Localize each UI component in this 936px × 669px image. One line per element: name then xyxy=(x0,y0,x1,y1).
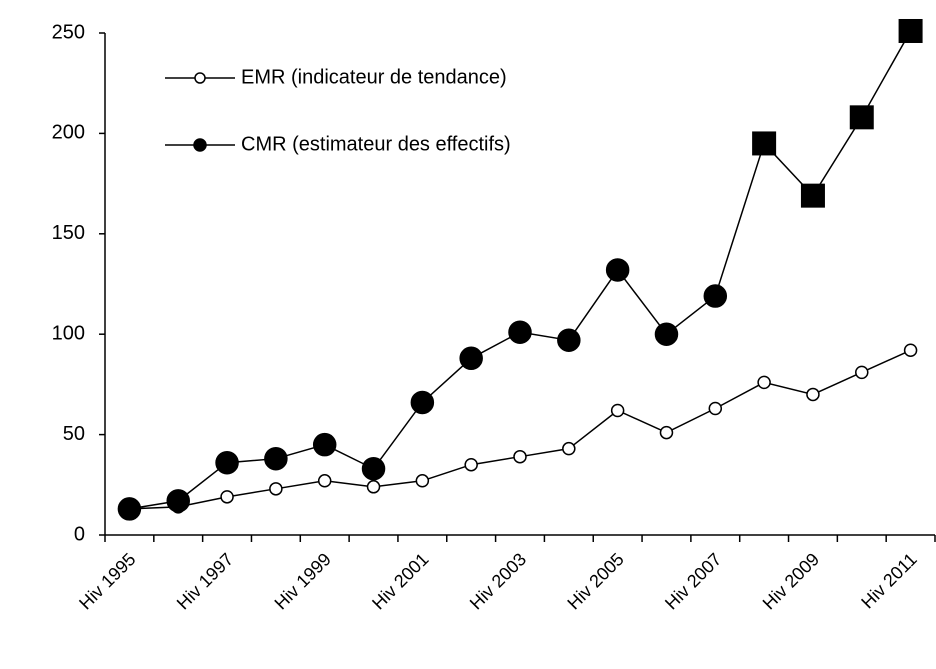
x-tick-label: Hiv 2011 xyxy=(857,549,920,612)
legend-marker xyxy=(194,72,206,84)
data-point xyxy=(557,328,581,352)
y-tick-label: 150 xyxy=(52,222,85,244)
data-point xyxy=(752,131,777,156)
data-point xyxy=(903,343,918,358)
x-tick-label: Hiv 2001 xyxy=(368,549,432,613)
data-point xyxy=(605,258,630,282)
data-point xyxy=(659,425,674,440)
data-point xyxy=(361,456,386,481)
x-tick-label: Hiv 2009 xyxy=(759,549,823,613)
series-line xyxy=(129,349,911,510)
data-point xyxy=(849,105,874,130)
data-point xyxy=(610,403,625,418)
data-point xyxy=(855,365,869,380)
data-point xyxy=(317,474,332,488)
data-point xyxy=(166,489,190,513)
data-point xyxy=(508,320,532,344)
data-point xyxy=(264,446,288,471)
data-point xyxy=(215,450,239,475)
x-tick-label: Hiv 1995 xyxy=(75,549,139,613)
x-tick-label: Hiv 1999 xyxy=(271,549,335,613)
y-tick-label: 200 xyxy=(52,122,85,144)
x-tick-label: Hiv 2005 xyxy=(563,549,627,613)
data-point xyxy=(410,390,435,415)
x-tick-label: Hiv 1997 xyxy=(173,549,237,613)
data-point xyxy=(898,18,923,43)
data-point xyxy=(366,480,381,494)
legend-label: CMR (estimateur des effectifs) xyxy=(241,133,511,155)
data-point xyxy=(800,183,825,208)
data-point xyxy=(117,497,142,521)
legend-marker xyxy=(193,138,207,152)
data-point xyxy=(757,375,771,390)
data-point xyxy=(220,490,234,504)
y-tick-label: 250 xyxy=(52,21,85,43)
y-tick-label: 100 xyxy=(52,322,85,344)
data-point xyxy=(708,401,723,416)
data-point xyxy=(459,346,483,371)
data-point xyxy=(562,441,576,456)
data-point xyxy=(415,474,430,488)
x-tick-label: Hiv 2007 xyxy=(661,549,725,613)
data-point xyxy=(654,322,679,346)
data-point xyxy=(806,387,820,402)
data-point xyxy=(513,449,527,464)
x-tick-label: Hiv 2003 xyxy=(466,549,530,613)
series-line xyxy=(129,30,912,510)
data-point xyxy=(703,284,728,308)
data-point xyxy=(269,482,283,496)
y-tick-label: 50 xyxy=(63,423,85,445)
data-point xyxy=(464,457,478,472)
y-tick-label: 0 xyxy=(74,523,85,545)
legend-label: EMR (indicateur de tendance) xyxy=(241,66,507,88)
data-point xyxy=(312,432,337,457)
